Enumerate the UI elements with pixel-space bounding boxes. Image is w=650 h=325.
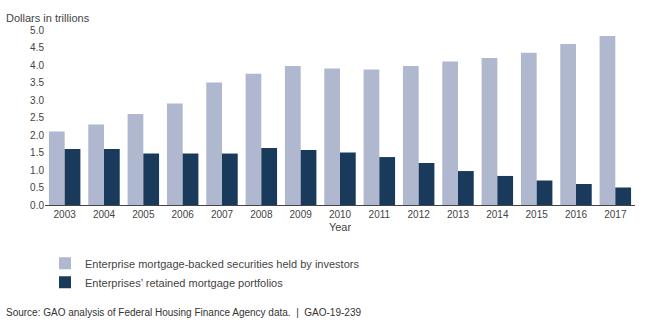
svg-text:Dollars in trillions: Dollars in trillions xyxy=(6,12,90,24)
svg-text:0.0: 0.0 xyxy=(30,200,44,211)
svg-text:0.5: 0.5 xyxy=(30,182,44,193)
svg-text:4.5: 4.5 xyxy=(30,42,44,53)
svg-text:2014: 2014 xyxy=(486,209,509,220)
svg-text:2008: 2008 xyxy=(250,209,273,220)
svg-text:Enterprise mortgage-backed sec: Enterprise mortgage-backed securities he… xyxy=(85,258,359,270)
svg-text:2010: 2010 xyxy=(329,209,352,220)
svg-text:2016: 2016 xyxy=(565,209,588,220)
svg-text:2004: 2004 xyxy=(93,209,116,220)
svg-text:Enterprises’ retained mortgage: Enterprises’ retained mortgage portfolio… xyxy=(85,277,283,289)
svg-text:Year: Year xyxy=(329,221,352,233)
svg-text:4.0: 4.0 xyxy=(30,60,44,71)
svg-text:3.5: 3.5 xyxy=(30,77,44,88)
svg-text:2017: 2017 xyxy=(604,209,627,220)
svg-text:2013: 2013 xyxy=(447,209,470,220)
svg-text:2015: 2015 xyxy=(526,209,549,220)
svg-text:3.0: 3.0 xyxy=(30,95,44,106)
svg-text:2012: 2012 xyxy=(408,209,431,220)
svg-text:Source: GAO analysis of Federa: Source: GAO analysis of Federal Housing … xyxy=(6,307,361,318)
svg-text:2009: 2009 xyxy=(290,209,313,220)
svg-text:5.0: 5.0 xyxy=(30,25,44,36)
svg-text:2003: 2003 xyxy=(54,209,77,220)
svg-text:2007: 2007 xyxy=(211,209,234,220)
svg-text:1.0: 1.0 xyxy=(30,165,44,176)
svg-text:2006: 2006 xyxy=(172,209,195,220)
svg-text:2.5: 2.5 xyxy=(30,112,44,123)
svg-text:2.0: 2.0 xyxy=(30,130,44,141)
svg-text:2005: 2005 xyxy=(132,209,155,220)
svg-text:2011: 2011 xyxy=(369,209,391,220)
svg-text:1.5: 1.5 xyxy=(30,147,44,158)
